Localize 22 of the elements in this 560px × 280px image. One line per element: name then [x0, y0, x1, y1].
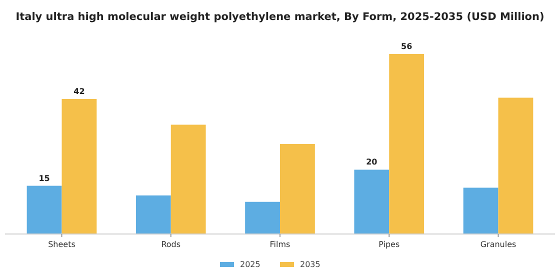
data-label: 20 — [366, 158, 378, 167]
legend-label: 2035 — [300, 260, 320, 269]
bar — [26, 186, 62, 234]
x-tick-label: Granules — [480, 240, 516, 249]
legend-label: 2025 — [240, 260, 260, 269]
bar — [498, 98, 534, 234]
x-tick-label: Films — [270, 240, 290, 249]
bar — [170, 124, 206, 234]
bar — [463, 188, 498, 234]
data-label: 42 — [74, 87, 85, 96]
chart-title: Italy ultra high molecular weight polyethylene market, By Form, 2025-2035 (USD Million) — [16, 11, 544, 23]
bar — [280, 144, 315, 234]
data-label: 56 — [401, 42, 413, 51]
bar — [136, 195, 171, 234]
data-label: 15 — [38, 174, 50, 183]
x-tick-label: Pipes — [378, 240, 400, 249]
x-tick-label: Sheets — [48, 240, 76, 249]
bar — [354, 170, 390, 234]
bar — [62, 99, 97, 234]
bar — [389, 54, 424, 234]
x-tick-label: Rods — [161, 240, 181, 249]
bar — [245, 202, 280, 234]
